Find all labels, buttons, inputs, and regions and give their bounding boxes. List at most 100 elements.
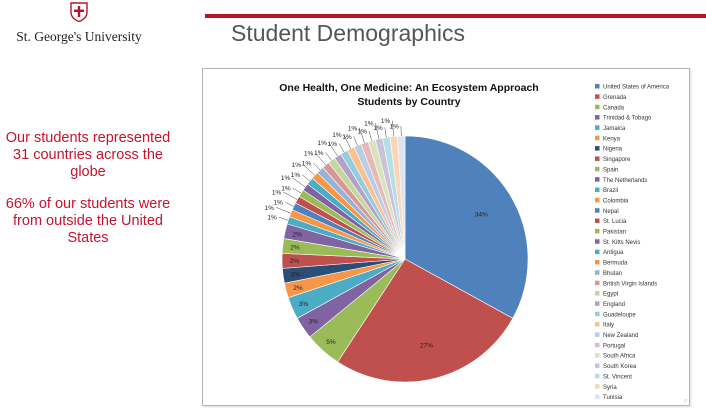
legend-entry: Guadeloupe	[603, 312, 636, 318]
data-label: 1%	[267, 215, 277, 222]
legend-swatch	[595, 322, 600, 327]
data-label: 2%	[290, 245, 300, 252]
leader-line	[312, 162, 321, 171]
legend-swatch	[595, 115, 600, 120]
legend-swatch	[595, 384, 600, 389]
legend-swatch	[595, 125, 600, 130]
corner-mark: ▫	[684, 396, 687, 405]
legend-swatch	[595, 270, 600, 275]
data-label: 1%	[292, 162, 302, 169]
legend-entry: Bermuda	[603, 261, 628, 267]
legend-entry: Trinidad & Tobago	[603, 116, 652, 122]
legend-swatch	[595, 249, 600, 255]
summary-text: Our students represented 31 countries ac…	[0, 130, 176, 262]
leader-line	[278, 216, 289, 221]
university-name: St. George's University	[16, 29, 142, 44]
legend-entry: St. Vincent	[603, 374, 632, 380]
legend-swatch	[595, 187, 600, 192]
legend-entry: British Virgin Islands	[603, 281, 657, 287]
leader-line	[338, 143, 345, 153]
legend-swatch	[595, 311, 600, 317]
data-label: 3%	[299, 301, 309, 308]
legend-entry: Tunisia	[603, 395, 623, 401]
legend-swatch	[595, 156, 600, 161]
legend-swatch	[595, 94, 600, 99]
pie-slice	[337, 258, 514, 383]
legend-swatch	[595, 301, 600, 306]
leader-line	[368, 130, 372, 141]
legend-swatch	[595, 84, 600, 89]
legend-entry: St. Lucia	[603, 219, 627, 225]
data-label: 1%	[291, 172, 301, 179]
data-label: 1%	[364, 121, 374, 128]
legend-swatch	[595, 177, 600, 182]
legend-entry: Syria	[603, 385, 617, 391]
legend-swatch	[595, 363, 600, 368]
legend-swatch	[595, 104, 600, 110]
leader-line	[353, 136, 358, 146]
summary-international: 66% of our students were from outside th…	[5, 196, 171, 246]
legend-entry: Nepal	[603, 209, 619, 215]
chart-subtitle: Students by Country	[357, 96, 460, 108]
data-label: 1%	[314, 150, 324, 157]
legend-swatch	[595, 208, 600, 213]
chart-frame: One Health, One Medicine: An Ecosystem A…	[202, 68, 690, 406]
data-label: 1%	[358, 128, 368, 135]
legend-entry: South Africa	[603, 354, 636, 360]
chart-title: One Health, One Medicine: An Ecosystem A…	[279, 82, 538, 94]
data-label: 1%	[348, 125, 358, 132]
leader-line	[292, 187, 302, 194]
data-label: 1%	[390, 124, 400, 131]
leader-line	[315, 152, 326, 166]
leader-line	[392, 120, 395, 137]
legend-entry: South Korea	[603, 364, 637, 370]
data-label: 1%	[281, 175, 291, 182]
legend-entry: Spain	[603, 167, 618, 173]
leader-line	[343, 134, 351, 149]
leader-line	[384, 127, 387, 138]
legend-swatch	[595, 228, 600, 234]
data-label: 2%	[291, 272, 301, 279]
legend-swatch	[595, 280, 600, 286]
leader-line	[292, 177, 306, 188]
leader-line	[302, 164, 315, 176]
data-label: 1%	[342, 134, 352, 141]
leader-line	[275, 207, 291, 214]
data-label: 5%	[326, 339, 336, 346]
data-label: 2%	[290, 258, 300, 265]
data-label: 1%	[373, 125, 383, 132]
university-logo: St. George's University	[14, 2, 144, 45]
leader-line	[328, 142, 338, 157]
legend-swatch	[595, 353, 600, 358]
legend-entry: New Zealand	[603, 333, 638, 339]
legend-swatch	[595, 332, 600, 337]
legend-entry: Portugal	[603, 343, 625, 349]
legend-entry: Kenya	[603, 136, 621, 142]
leader-line	[375, 123, 380, 139]
data-label: 1%	[265, 205, 275, 212]
data-label: 1%	[317, 140, 327, 147]
legend-swatch	[595, 394, 600, 399]
leader-line	[283, 191, 298, 200]
header-accent-bar	[205, 14, 706, 18]
shield-crest-icon	[70, 2, 88, 23]
data-label: 2%	[292, 231, 302, 238]
leader-line	[284, 201, 294, 207]
data-label: 34%	[475, 211, 488, 218]
data-label: 1%	[302, 160, 312, 167]
legend-entry: Pakistan	[603, 230, 626, 236]
legend-entry: The Netherlands	[603, 178, 647, 184]
legend-entry: Brazil	[603, 188, 618, 194]
data-label: 1%	[273, 200, 283, 207]
pie-chart: One Health, One Medicine: An Ecosystem A…	[265, 82, 670, 401]
legend-entry: Singapore	[603, 157, 631, 163]
legend-swatch	[595, 197, 600, 203]
legend-entry: Egypt	[603, 292, 619, 298]
legend-entry: England	[603, 302, 625, 308]
legend-entry: Colombia	[603, 198, 629, 204]
leader-line	[358, 127, 365, 143]
leader-line	[301, 174, 311, 182]
legend-entry: Italy	[603, 323, 614, 329]
legend-swatch	[595, 291, 600, 296]
page-title: Student Demographics	[231, 20, 465, 46]
